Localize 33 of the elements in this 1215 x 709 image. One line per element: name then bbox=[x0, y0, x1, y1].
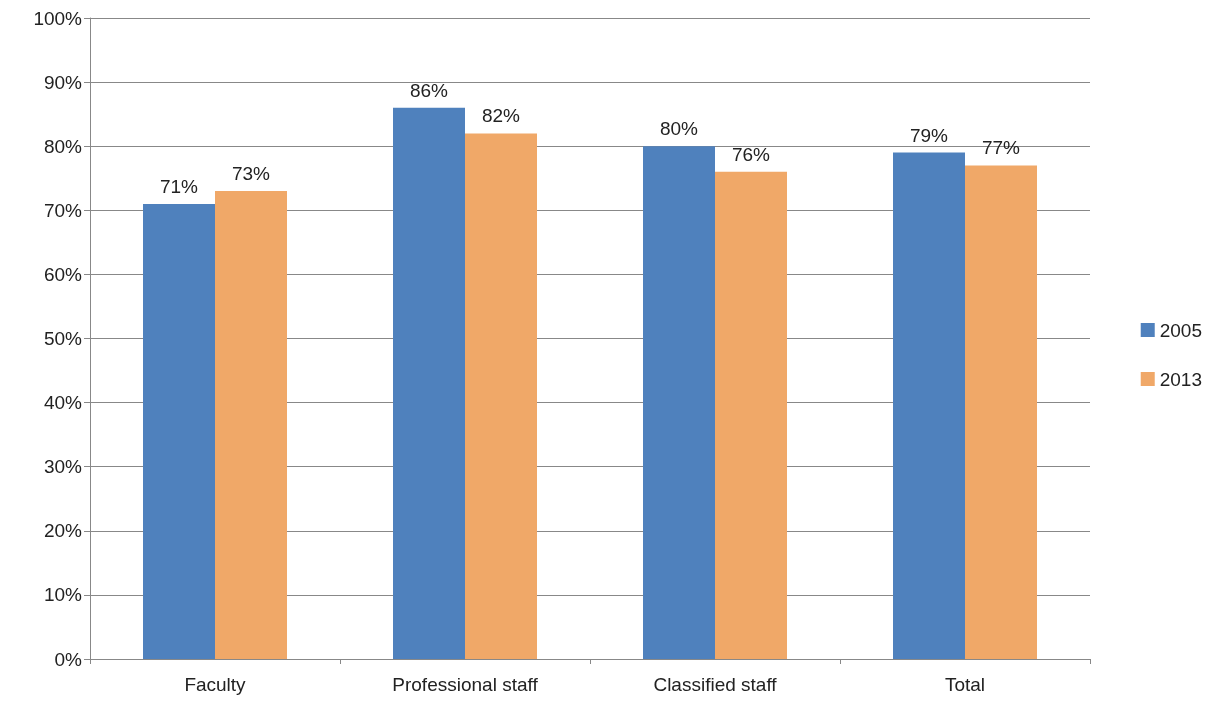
legend-label: 2005 bbox=[1159, 319, 1203, 341]
data-label: 79% bbox=[909, 124, 949, 146]
y-tick-label: 30% bbox=[43, 456, 83, 478]
bar bbox=[465, 133, 537, 659]
y-tick-label: 90% bbox=[43, 71, 83, 93]
data-label: 86% bbox=[409, 79, 449, 101]
data-label: 76% bbox=[731, 143, 771, 165]
x-tick-label: Total bbox=[944, 674, 986, 695]
y-tick-label: 0% bbox=[54, 648, 83, 670]
x-tick-label: Classified staff bbox=[653, 674, 778, 695]
bar bbox=[965, 165, 1037, 659]
legend-label: 2013 bbox=[1159, 368, 1203, 390]
bar bbox=[893, 152, 965, 659]
data-label: 77% bbox=[981, 137, 1021, 159]
y-tick-label: 100% bbox=[33, 7, 83, 29]
data-label: 73% bbox=[231, 163, 271, 185]
y-tick-label: 20% bbox=[43, 520, 83, 542]
data-label: 71% bbox=[159, 175, 199, 197]
x-tick-label: Professional staff bbox=[392, 674, 539, 695]
y-tick-label: 40% bbox=[43, 392, 83, 414]
bar bbox=[715, 171, 787, 659]
bar bbox=[143, 203, 215, 659]
y-tick-label: 50% bbox=[43, 328, 83, 349]
x-tick-label: Faculty bbox=[184, 674, 247, 695]
y-tick-label: 80% bbox=[43, 135, 83, 157]
y-tick-label: 70% bbox=[43, 199, 83, 221]
bar bbox=[393, 107, 465, 659]
y-tick-label: 10% bbox=[43, 584, 83, 606]
bar bbox=[215, 191, 287, 659]
y-tick-label: 60% bbox=[43, 263, 83, 285]
data-label: 82% bbox=[481, 105, 521, 127]
data-label: 80% bbox=[659, 118, 699, 140]
bar bbox=[643, 146, 715, 659]
